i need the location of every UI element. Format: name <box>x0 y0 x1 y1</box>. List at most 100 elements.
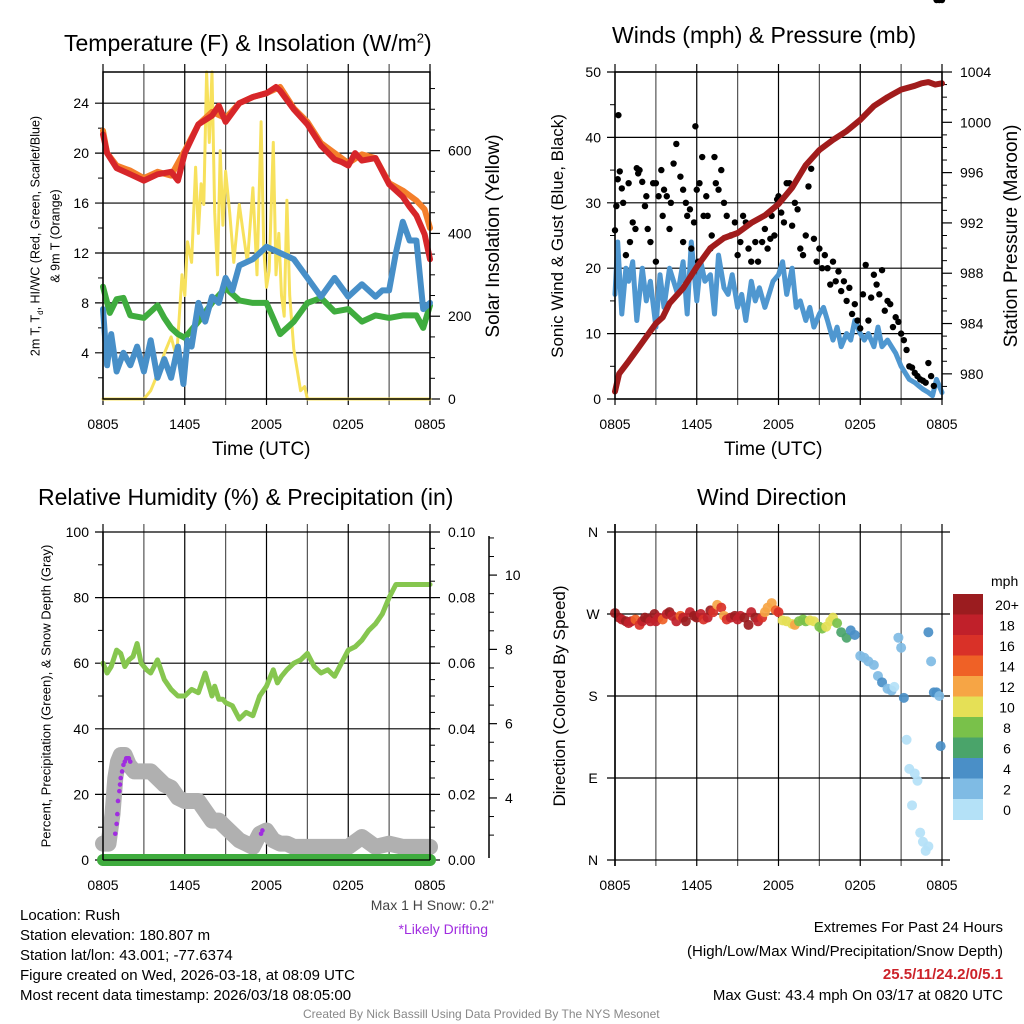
wind-gust-point <box>652 179 660 187</box>
rh-drifting-point <box>112 831 118 837</box>
wind-gust-point <box>684 212 691 220</box>
winddir-y-tick-label: E <box>588 770 597 786</box>
wind-gust-point <box>840 278 848 285</box>
wind-gust-point <box>829 258 837 265</box>
temp-y2-tick-label: 200 <box>448 308 472 324</box>
extremes-title: Extremes For Past 24 Hours <box>813 919 1003 936</box>
rh-y3-tick-label: 4 <box>505 790 513 806</box>
wind-gust-point <box>835 268 842 275</box>
winddir-point <box>923 841 934 852</box>
winddir-point <box>935 741 946 752</box>
winddir-point <box>832 618 843 629</box>
wind-gust-point <box>816 245 823 252</box>
wind-gust-point <box>626 238 634 246</box>
temp-title-text: Temperature (F) & Insolation (W/m <box>64 30 417 56</box>
wind-gust-point <box>903 346 910 354</box>
wind-gust-point <box>673 140 680 148</box>
wind-series-pressure <box>612 79 945 395</box>
wind-gust-point <box>764 245 771 252</box>
rh-x-tick-label: 0805 <box>414 877 445 893</box>
temp-series-dewpoint <box>100 283 433 341</box>
latlon-text: Station lat/lon: 43.001; -77.6374 <box>20 947 233 964</box>
wind-gust-point <box>761 225 769 233</box>
wind-gust-point <box>734 251 741 259</box>
wind-y2-tick-label: 988 <box>960 265 984 281</box>
rh-y2-tick-label: 0.00 <box>448 852 475 868</box>
station-info: Location: Rush Station elevation: 180.80… <box>20 906 355 1006</box>
wind-gust-point <box>797 245 804 252</box>
wind-y2-axis-label: Station Pressure (Maroon) <box>1001 124 1022 348</box>
winddir-legend-label: 16 <box>999 638 1015 654</box>
rh-x-tick-label: 0205 <box>333 877 364 893</box>
wind-x-tick-label: 2005 <box>763 416 794 432</box>
extremes-block: Extremes For Past 24 Hours (High/Low/Max… <box>687 916 1003 1006</box>
wind-gust-point <box>622 251 630 259</box>
wind-gust-point <box>813 258 820 265</box>
wind-gust-point <box>748 258 755 265</box>
wind-x-axis-label: Time (UTC) <box>724 439 823 460</box>
temp-y-tick-label: 20 <box>73 145 89 161</box>
wind-gust-point <box>660 186 668 193</box>
winddir-point <box>849 629 860 640</box>
winddir-point <box>898 692 909 703</box>
wind-gust-point <box>780 219 788 226</box>
winddir-legend-label: 12 <box>999 679 1015 695</box>
wind-gust-point <box>613 202 620 210</box>
extremes-values: 25.5/11/24.2/0/5.1 <box>882 966 1003 983</box>
wind-gust-point <box>737 238 744 246</box>
max-gust-text: Max Gust: 43.4 mph On 03/17 at 0820 UTC <box>712 987 1003 1004</box>
winddir-point <box>912 775 923 786</box>
winddir-point <box>716 602 727 613</box>
wind-gust-point <box>870 271 878 278</box>
rh-y2-tick-label: 0.04 <box>448 721 475 737</box>
winddir-x-tick-label: 1405 <box>681 877 712 893</box>
wind-gust-point <box>708 232 715 239</box>
rh-x-tick-label: 1405 <box>169 877 200 893</box>
temp-y2-tick-label: 400 <box>448 225 472 241</box>
winddir-legend-swatch <box>953 594 983 615</box>
winddir-point <box>773 607 784 618</box>
wind-gust-point <box>690 219 698 226</box>
wind-gust-point <box>712 179 720 187</box>
wind-gust-point <box>636 166 643 174</box>
wind-gust-point <box>703 193 710 200</box>
rh-drifting-point <box>260 828 265 833</box>
wind-gust-point <box>699 153 706 161</box>
temp-ylabel-sub: d <box>35 310 45 315</box>
winddir-x-tick-label: 0205 <box>845 877 876 893</box>
wind-gust-point <box>641 202 649 210</box>
wind-plot-border <box>614 71 943 400</box>
wind-gust-point <box>810 235 818 242</box>
rh-x-tick-label: 2005 <box>251 877 282 893</box>
wind-gust-point <box>895 318 902 326</box>
winddir-point <box>739 612 750 623</box>
figure-created-text: Figure created on Wed, 2026-03-18, at 08… <box>20 967 355 984</box>
wind-gust-point <box>851 300 858 308</box>
winddir-chart-title: Wind Direction <box>697 484 847 510</box>
wind-y2-tick-label: 996 <box>960 165 984 181</box>
winddir-point <box>841 632 852 643</box>
wind-gust-point <box>625 179 632 187</box>
rh-y2-tick-label: 0.06 <box>448 655 475 671</box>
wind-gust-point <box>846 284 853 292</box>
winddir-y-tick-label: N <box>588 852 598 868</box>
temp-ylabel-line2: & 9m T (Orange) <box>47 189 62 283</box>
temp-chart-title: Temperature (F) & Insolation (W/m2) <box>64 30 432 57</box>
rh-y-tick-label: 80 <box>73 590 89 606</box>
rh-drifting-point <box>115 811 120 817</box>
wind-y-tick-label: 30 <box>585 195 601 211</box>
wind-gust-point <box>900 336 908 344</box>
wind-gust-point <box>754 258 762 265</box>
wind-gust-point <box>686 206 694 213</box>
wind-gust-point <box>666 225 673 233</box>
winddir-x-tick-label: 0805 <box>599 877 630 893</box>
temp-y-tick-label: 4 <box>81 345 89 361</box>
wind-gust-point <box>889 323 897 331</box>
temp-y2-tick-label: 600 <box>448 143 472 159</box>
wind-gust-point <box>799 251 807 259</box>
wind-gust-point <box>739 212 747 220</box>
wind-gust-point <box>677 173 684 180</box>
rh-y-axis-label: Percent, Precipitation (Green), & Snow D… <box>38 544 54 848</box>
wind-gust-point <box>848 310 856 318</box>
recent-timestamp-text: Most recent data timestamp: 2026/03/18 0… <box>20 987 352 1004</box>
